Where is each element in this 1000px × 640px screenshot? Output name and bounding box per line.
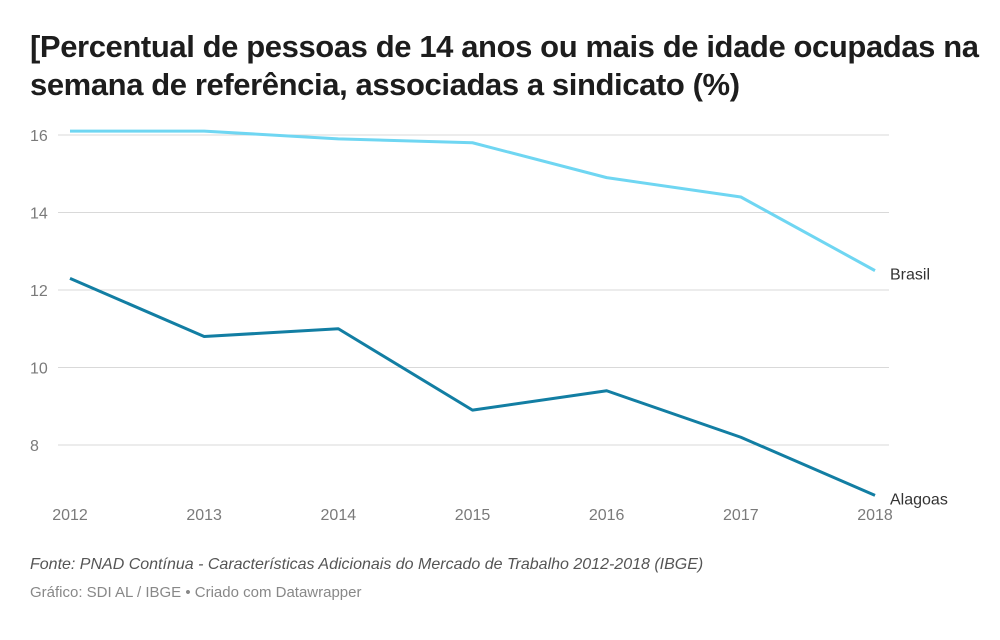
y-tick-label: 16 — [30, 128, 48, 145]
series-label-alagoas: Alagoas — [890, 491, 948, 508]
x-tick-label: 2014 — [321, 507, 357, 524]
series-line-alagoas — [69, 276, 876, 497]
byline: Gráfico: SDI AL / IBGE • Criado com Data… — [30, 584, 362, 601]
y-axis-ticks: 8 10 12 14 16 — [30, 128, 48, 455]
series-label-brasil: Brasil — [890, 267, 930, 284]
x-tick-label: 2016 — [589, 507, 625, 524]
series-labels: Brasil Alagoas — [890, 267, 948, 509]
gridlines — [58, 134, 889, 446]
x-axis-ticks: 2012 2013 2014 2015 2016 2017 2018 — [52, 507, 893, 524]
series-lines — [69, 129, 876, 497]
x-tick-label: 2013 — [186, 507, 222, 524]
x-tick-label: 2012 — [52, 507, 88, 524]
y-tick-label: 14 — [30, 206, 48, 223]
x-tick-label: 2015 — [455, 507, 491, 524]
series-line-brasil — [70, 129, 876, 272]
source-note: Fonte: PNAD Contínua - Características A… — [30, 556, 704, 573]
y-tick-label: 12 — [30, 283, 48, 300]
x-tick-label: 2017 — [723, 507, 759, 524]
chart-title: [Percentual de pessoas de 14 anos ou mai… — [30, 29, 979, 102]
y-tick-label: 10 — [30, 361, 48, 378]
x-tick-label: 2018 — [857, 507, 893, 524]
y-tick-label: 8 — [30, 438, 39, 455]
